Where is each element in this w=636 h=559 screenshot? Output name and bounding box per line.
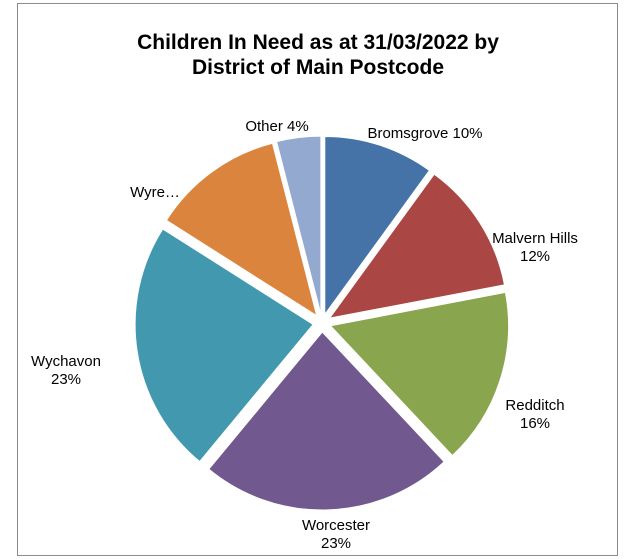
label-wyre-forest: Wyre… [130, 184, 180, 201]
label-worcester: Worcester 23% [302, 517, 370, 552]
label-other: Other 4% [245, 118, 308, 135]
label-redditch-line-2: 16% [520, 415, 550, 432]
label-wychavon: Wychavon 23% [31, 353, 101, 388]
label-malvern-hills-line-1: Malvern Hills [492, 230, 578, 247]
pie-slices [134, 135, 510, 511]
label-malvern-hills-line-2: 12% [520, 248, 550, 265]
slice-redditch [329, 291, 510, 457]
slice-wyre-forest [165, 142, 318, 317]
label-wychavon-line-1: Wychavon [31, 353, 101, 370]
slice-worcester [208, 331, 445, 511]
slice-malvern-hills [328, 173, 506, 319]
chart-title-line-2: District of Main Postcode [191, 56, 445, 79]
label-wychavon-line-2: 23% [51, 371, 81, 388]
slice-other [275, 135, 322, 315]
label-wyre-forest-line-1: Wyre… [130, 184, 180, 201]
label-redditch: Redditch 16% [505, 397, 564, 432]
label-worcester-line-1: Worcester [302, 517, 370, 534]
chart-title-line-1: Children In Need as at 31/03/2022 by [137, 31, 499, 54]
slice-wychavon [134, 228, 314, 463]
label-bromsgrove: Bromsgrove 10% [367, 125, 482, 142]
label-worcester-line-2: 23% [321, 535, 351, 552]
pie-labels: Bromsgrove 10% Malvern Hills 12% Redditch 16… [31, 118, 578, 552]
chart-title: Children In Need as at 31/03/2022 by Dis… [0, 30, 636, 80]
label-redditch-line-1: Redditch [505, 397, 564, 414]
label-malvern-hills: Malvern Hills 12% [492, 230, 578, 265]
label-other-line-1: Other 4% [245, 118, 308, 135]
slice-bromsgrove [324, 135, 431, 316]
label-bromsgrove-line-1: Bromsgrove 10% [367, 125, 482, 142]
